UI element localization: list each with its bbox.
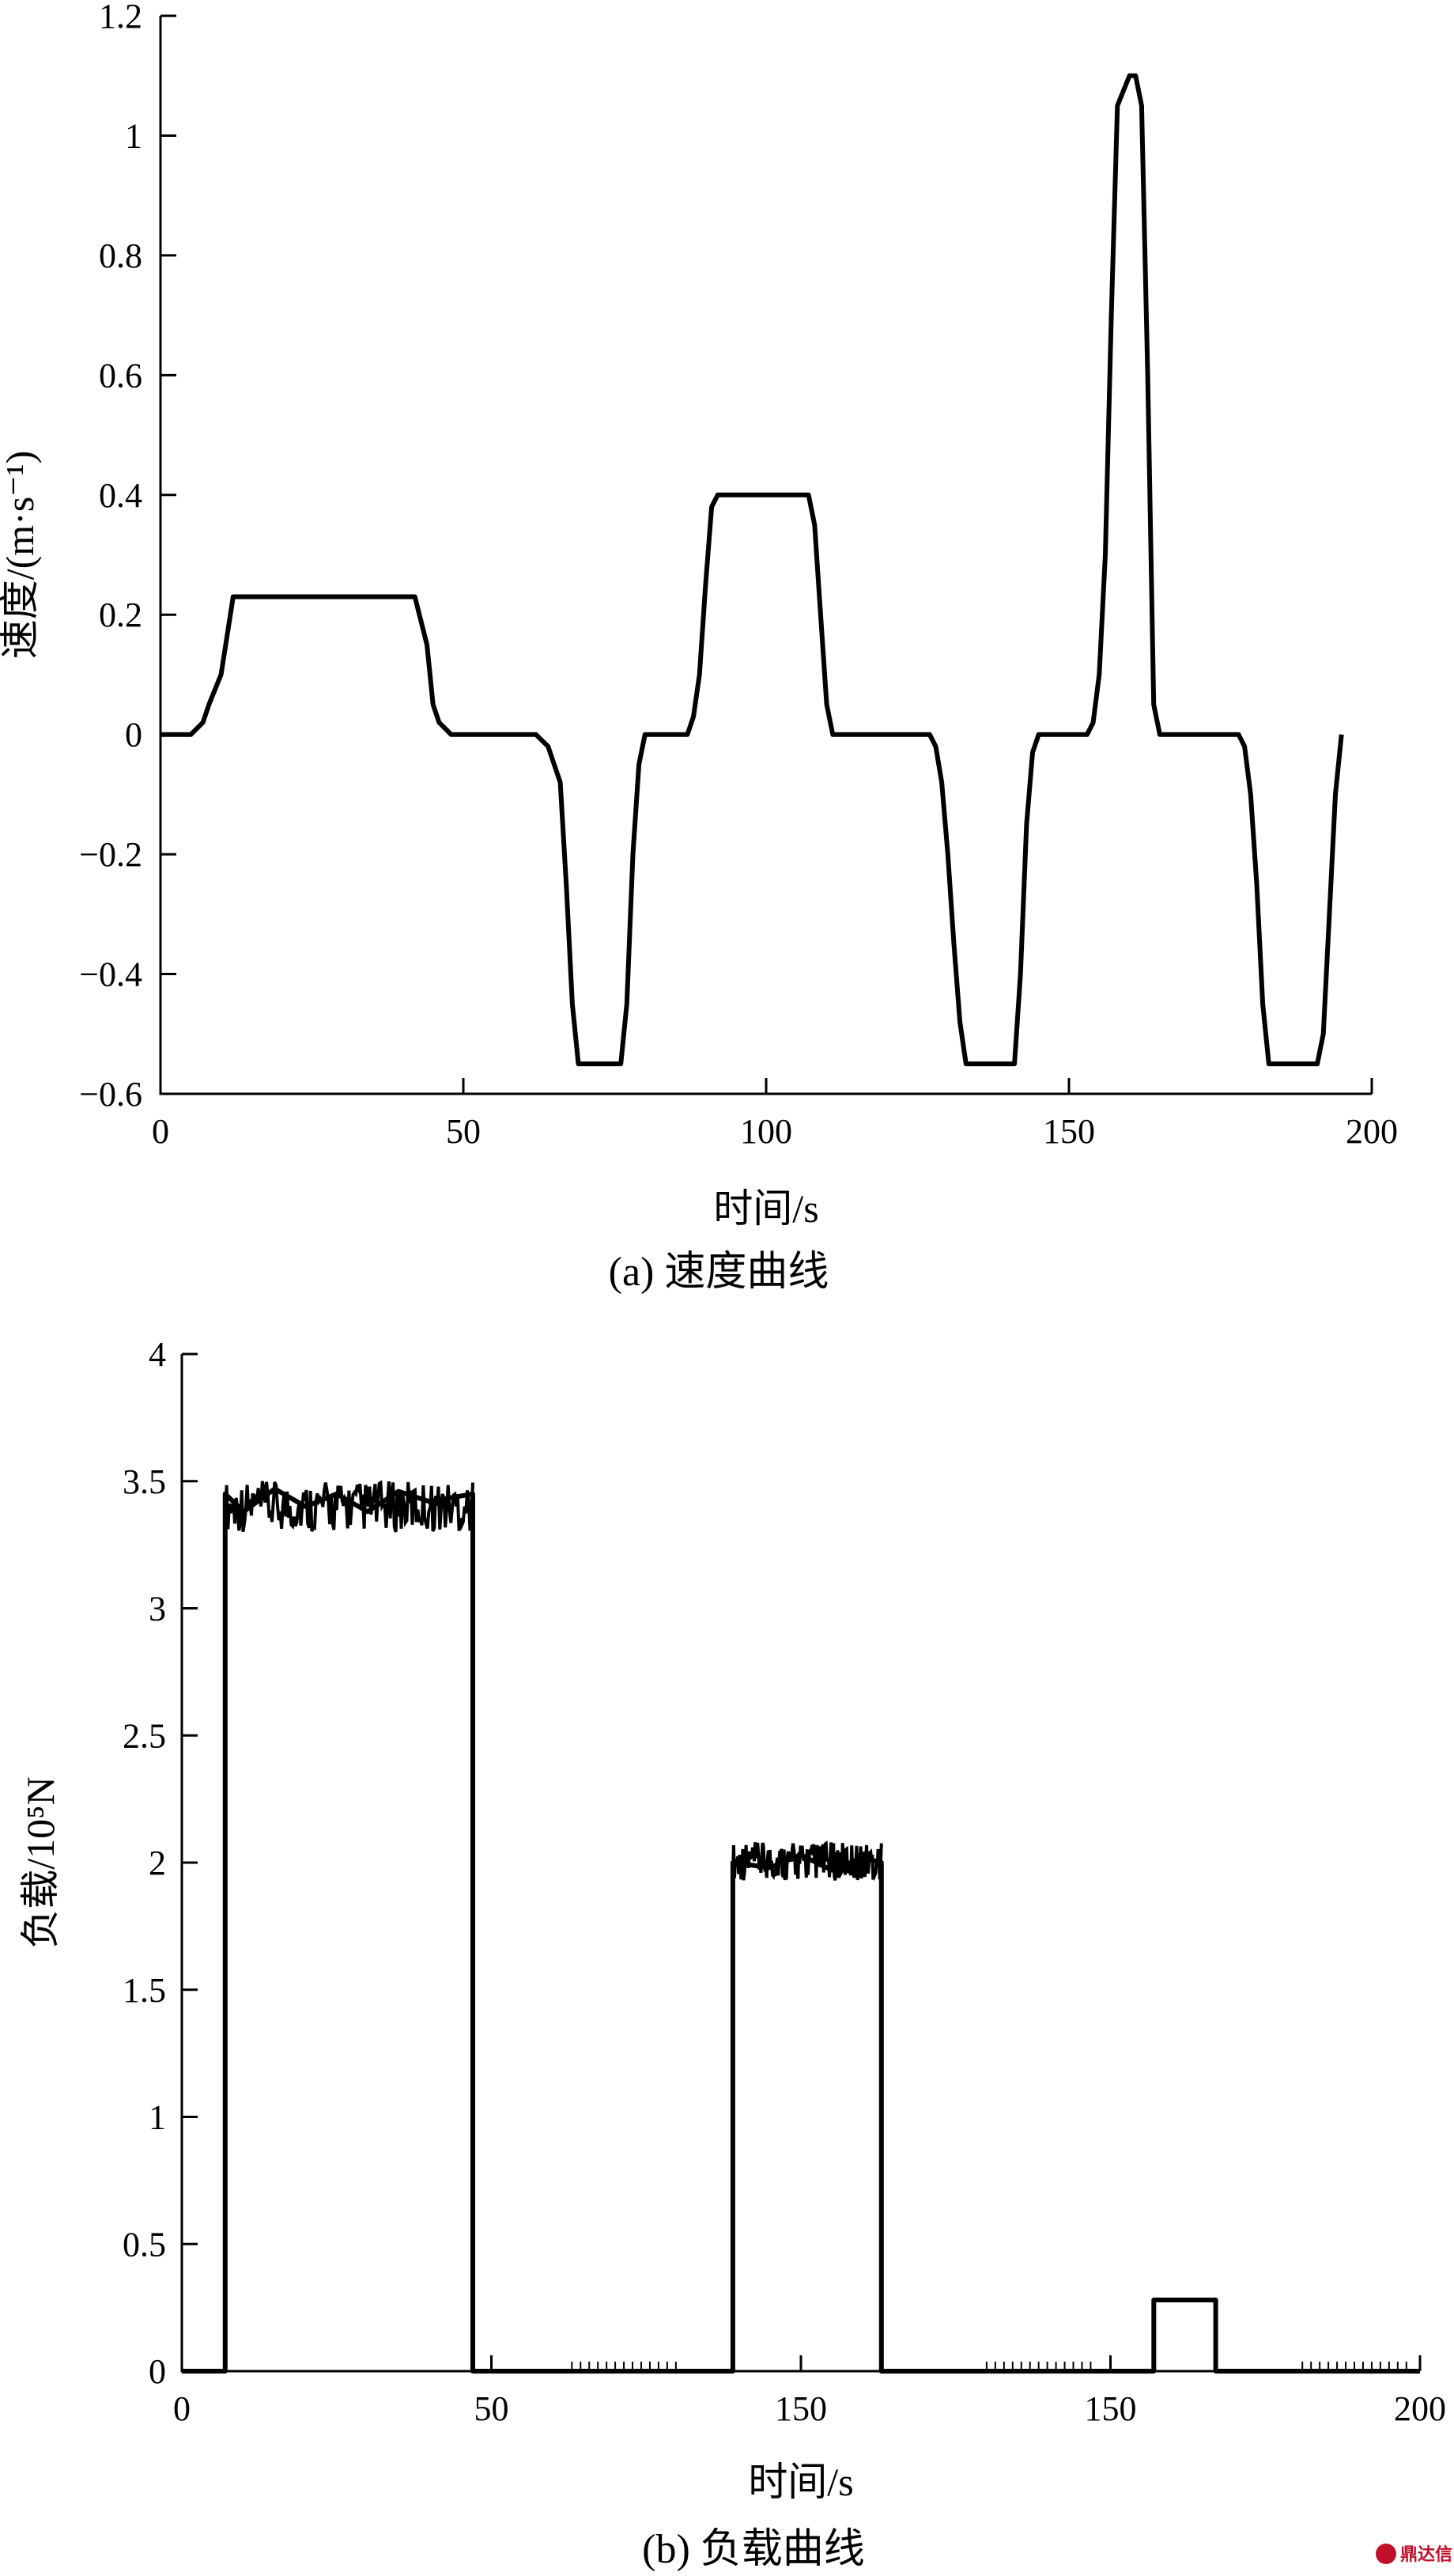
x-tick-label: 150	[1085, 2389, 1137, 2428]
x-ticks-b: 0 50 150 150 200	[173, 2355, 1446, 2428]
speed-chart: 1.2 1 0.8 0.6 0.4 0.2 0 −0.2 −0.4 −0.6 0 50 100 150 2…	[0, 0, 1398, 1295]
load-noise-bands	[223, 1480, 883, 1882]
y-tick-label: 3	[149, 1590, 166, 1628]
x-tick-label: 0	[152, 1112, 169, 1151]
y-ticks-b: 4 3.5 3 2.5 2 1.5 1 0.5 0	[123, 1335, 198, 2391]
x-axis-title-b: 时间/s	[748, 2460, 853, 2504]
y-tick-label: 0	[125, 716, 142, 755]
x-tick-label: 100	[740, 1112, 792, 1151]
load-chart: 4 3.5 3 2.5 2 1.5 1 0.5 0 0 50 150 150 200 时间/s 负载/1…	[18, 1335, 1446, 2572]
load-series-line	[182, 1486, 1420, 2374]
y-tick-label: 3.5	[123, 1462, 166, 1501]
y-tick-label: 0.8	[99, 236, 142, 275]
y-axis-title-a: 速度/(m·s⁻¹)	[0, 451, 42, 660]
speed-series-line	[161, 73, 1344, 1067]
watermark-logo: 鼎达信	[1376, 2544, 1452, 2565]
caption-a: (a) 速度曲线	[609, 1250, 829, 1295]
y-tick-label: 1.2	[99, 0, 142, 36]
x-tick-label: 200	[1346, 1112, 1398, 1151]
y-tick-label: 0.6	[99, 356, 142, 395]
y-ticks-a: 1.2 1 0.8 0.6 0.4 0.2 0 −0.2 −0.4 −0.6	[79, 0, 176, 1114]
x-tick-label: 50	[446, 1112, 481, 1151]
x-tick-label: 150	[1043, 1112, 1095, 1151]
y-tick-label: −0.2	[79, 835, 142, 874]
y-tick-label: 2	[149, 1844, 166, 1882]
y-tick-label: 1	[149, 2098, 166, 2137]
watermark-icon	[1376, 2544, 1396, 2564]
y-tick-label: −0.6	[79, 1075, 142, 1114]
y-tick-label: 4	[149, 1335, 166, 1374]
watermark-text: 鼎达信	[1400, 2544, 1452, 2565]
y-tick-label: 1.5	[123, 1971, 166, 2010]
caption-b: (b) 负载曲线	[642, 2527, 865, 2572]
x-tick-label: 0	[173, 2389, 191, 2428]
x-tick-label: 200	[1394, 2389, 1446, 2428]
y-tick-label: 0.4	[99, 476, 142, 515]
x-tick-label: 150	[775, 2389, 827, 2428]
x-ticks-a: 0 50 100 150 200	[152, 1078, 1398, 1151]
x-tick-label: 50	[474, 2389, 509, 2428]
y-tick-label: 0.5	[123, 2225, 166, 2264]
noise-band	[223, 1480, 474, 1533]
y-axis-title-b: 负载/10⁵N	[18, 1776, 62, 1948]
y-tick-label: 2.5	[123, 1716, 166, 1755]
y-tick-label: 0.2	[99, 596, 142, 634]
y-tick-label: 1	[125, 116, 142, 155]
axis-frame-a	[159, 16, 1372, 1095]
x-axis-title-a: 时间/s	[713, 1186, 818, 1231]
y-tick-label: 0	[149, 2352, 166, 2391]
noise-band	[731, 1840, 883, 1882]
y-tick-label: −0.4	[79, 955, 142, 994]
